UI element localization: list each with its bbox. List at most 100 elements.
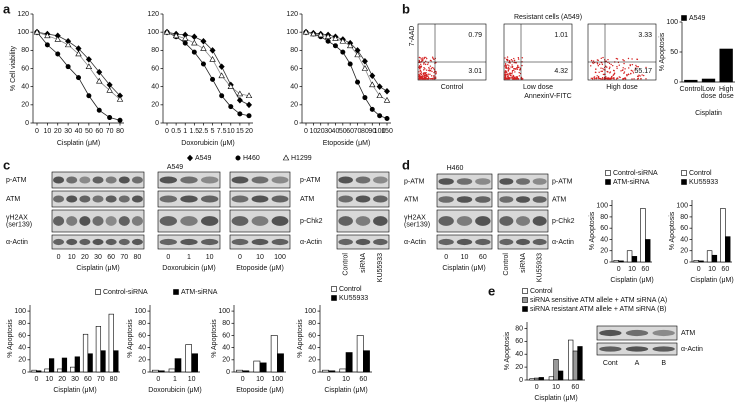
flow-event: [636, 78, 639, 80]
marker: [228, 104, 234, 110]
flow-event: [613, 72, 616, 74]
flow-event: [505, 76, 507, 79]
legend-label: Control: [689, 170, 712, 177]
flow-event: [423, 72, 425, 74]
bar: [684, 79, 698, 83]
flow-event: [425, 77, 428, 79]
marker: [200, 61, 206, 67]
y-tick-label: 40: [515, 351, 523, 358]
flow-event: [606, 77, 609, 80]
y-tick-label: 60: [151, 65, 159, 72]
bar: [548, 376, 554, 381]
bar: [706, 250, 713, 263]
bar: [720, 208, 726, 263]
y-tick-label: 40: [600, 236, 608, 243]
flow-event: [602, 67, 604, 70]
flow-event: [631, 63, 634, 66]
y-tick-label: 80: [21, 47, 29, 54]
blot-band: [118, 176, 130, 184]
bar: [356, 335, 364, 373]
y-tick-label: 100: [218, 308, 230, 315]
flow-event: [504, 57, 506, 59]
flow-event: [422, 73, 424, 75]
y-tick-label: 80: [138, 320, 146, 327]
flow-event: [601, 70, 604, 73]
flow-event: [418, 65, 421, 67]
blot-band: [53, 176, 65, 184]
flow-event: [600, 57, 602, 60]
flow-event: [424, 74, 426, 77]
flow-event: [592, 60, 595, 62]
blot-row-label: p-ATM: [300, 177, 321, 184]
flow-event: [608, 62, 611, 65]
y-tick-label: 100: [147, 29, 159, 36]
marker: [117, 117, 123, 123]
bar: [87, 353, 93, 373]
bar: [95, 326, 102, 373]
bar: [631, 256, 638, 263]
blot-band: [271, 176, 289, 184]
x-tick-label: 50: [339, 128, 347, 135]
y-axis-label: % Apoptosis: [669, 211, 676, 250]
blot-band: [200, 216, 219, 226]
marker: [384, 115, 390, 121]
x-tick-label: 40: [332, 128, 340, 135]
flow-event: [623, 71, 626, 73]
blot-row-label: p-Chk2: [552, 218, 575, 225]
blot-band: [475, 216, 491, 226]
x-tick-label: 20: [54, 128, 62, 135]
blot-band: [355, 195, 371, 203]
lane-label: 10: [256, 254, 264, 261]
legend-swatch: [173, 289, 179, 295]
flow-event: [508, 78, 511, 80]
blot-band: [499, 196, 514, 203]
series-line: [36, 31, 121, 100]
blot-band: [475, 196, 491, 203]
flow-event: [521, 78, 523, 80]
flow-event: [641, 74, 643, 76]
blot-band: [532, 238, 547, 246]
flow-event: [631, 70, 634, 72]
blot-title: H460: [447, 165, 464, 172]
x-tick-label: 1: [173, 376, 177, 383]
flow-event: [627, 73, 630, 75]
blot-band: [516, 216, 530, 226]
flow-event: [609, 78, 611, 80]
x-tick-label: 30: [64, 128, 72, 135]
flow-event: [431, 56, 434, 58]
bar: [70, 366, 76, 373]
legend-swatch: [605, 170, 611, 176]
marker: [64, 41, 72, 48]
x-tick-label: 10: [628, 266, 636, 273]
flow-event: [517, 57, 520, 59]
y-tick-label: 80: [600, 214, 608, 221]
blot-band: [159, 216, 178, 226]
flow-event: [627, 57, 630, 60]
flow-event: [423, 75, 425, 78]
blot-band: [79, 238, 91, 246]
y-tick-label: 40: [290, 84, 298, 91]
marker: [246, 113, 252, 119]
flow-event: [613, 78, 615, 80]
blot-band: [231, 195, 249, 203]
bar: [345, 352, 353, 373]
flow-event: [427, 63, 429, 66]
blot-band: [355, 238, 371, 246]
legend-swatch: [522, 288, 528, 294]
flow-event: [601, 77, 604, 79]
flow-event: [622, 77, 625, 80]
blot-band: [131, 176, 143, 184]
bar: [645, 239, 651, 263]
marker: [218, 72, 225, 79]
flow-event: [505, 72, 508, 74]
x-tick-label: 80: [110, 376, 118, 383]
flow-event: [600, 67, 602, 69]
bar: [558, 370, 564, 381]
blot-band: [338, 176, 353, 184]
y-tick-label: 40: [18, 344, 26, 351]
flow-title: Resistant cells (A549): [514, 14, 582, 21]
bar: [74, 356, 80, 373]
blot-row-label: ATM: [6, 196, 20, 203]
y-tick-label: 40: [138, 344, 146, 351]
marker: [44, 32, 51, 39]
